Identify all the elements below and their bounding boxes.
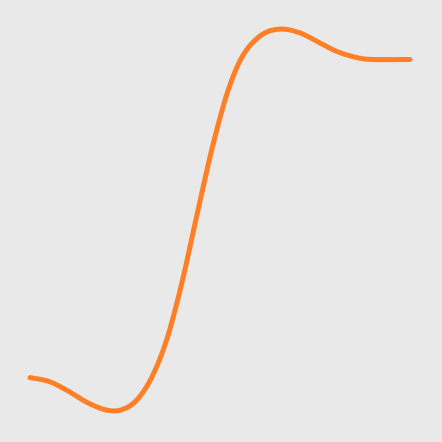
series-layer — [27, 26, 413, 414]
series-line-1 — [27, 26, 413, 414]
